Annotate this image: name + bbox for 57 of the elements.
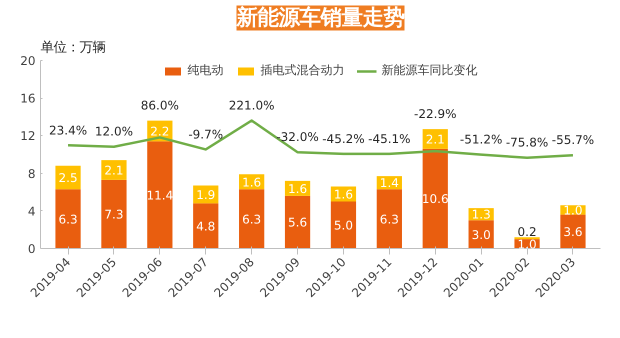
- data-label: -22.9%: [414, 107, 456, 122]
- bar: [55, 189, 81, 248]
- data-label: 1.4: [380, 176, 399, 190]
- data-label: 2.2: [150, 124, 170, 138]
- bar: [376, 189, 402, 248]
- y-tick-label: 0: [28, 242, 36, 256]
- bar: [101, 180, 127, 248]
- bar: [239, 189, 264, 248]
- data-label: 1.9: [196, 188, 216, 202]
- data-label: -75.8%: [506, 136, 548, 150]
- data-label: 2.1: [104, 164, 124, 178]
- data-label: 12.0%: [94, 124, 134, 139]
- data-label: 23.4%: [48, 123, 88, 138]
- chart-title: 新能源车销量走势: [236, 6, 404, 30]
- data-label: -32.0%: [276, 130, 319, 144]
- data-label: 221.0%: [228, 98, 275, 113]
- bar: [147, 141, 172, 248]
- data-label: -51.2%: [460, 132, 502, 147]
- data-label: -45.1%: [368, 132, 411, 146]
- bar: [101, 160, 127, 180]
- data-label: 3.6: [563, 225, 583, 240]
- data-label: 86.0%: [140, 98, 179, 113]
- data-label: 1.6: [242, 175, 262, 190]
- bar: [284, 196, 310, 248]
- data-label: 1.6: [288, 182, 308, 196]
- y-tick-label: 20: [20, 54, 36, 68]
- legend-label: 纯电动: [188, 62, 224, 79]
- data-label: 4.8: [196, 219, 216, 234]
- data-label: 1.3: [472, 208, 491, 222]
- data-label: 5.6: [288, 216, 308, 230]
- y-tick-label: 4: [28, 204, 36, 218]
- bar: [193, 203, 218, 248]
- data-label: 1.0: [518, 237, 537, 252]
- legend-label: 插电式混合动力: [260, 62, 344, 79]
- data-label: 6.3: [58, 212, 78, 226]
- data-label: 7.3: [104, 208, 124, 222]
- data-label: 6.3: [380, 212, 399, 226]
- y-tick-label: 16: [20, 92, 36, 106]
- bar: [422, 148, 448, 248]
- data-label: -9.7%: [188, 127, 224, 142]
- data-label: 2.5: [58, 171, 78, 186]
- data-label: 10.6: [422, 192, 449, 206]
- data-label: 5.0: [334, 218, 354, 232]
- data-label: 1.0: [563, 203, 583, 218]
- legend-label: 新能源车同比变化: [382, 62, 478, 79]
- data-label: 1.6: [334, 187, 354, 202]
- data-label: -55.7%: [552, 133, 594, 148]
- data-label: 6.3: [242, 212, 262, 226]
- data-label: 11.4: [146, 188, 174, 202]
- y-tick-label: 8: [28, 166, 36, 181]
- bar: [330, 202, 356, 248]
- data-label: 2.1: [426, 132, 445, 146]
- data-label: -45.2%: [322, 132, 365, 146]
- y-axis-title: 单位：万辆: [40, 40, 106, 56]
- data-label: 3.0: [472, 228, 491, 242]
- y-tick-label: 12: [20, 129, 36, 144]
- data-label: 0.2: [518, 225, 537, 240]
